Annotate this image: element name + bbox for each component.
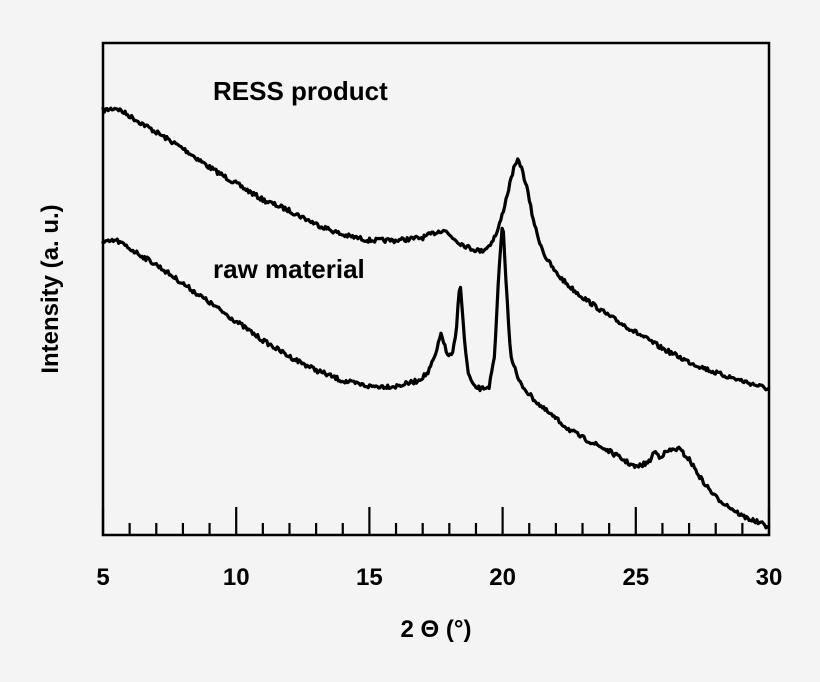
series-label-0: RESS product bbox=[213, 76, 388, 106]
series-labels: RESS product raw material bbox=[213, 76, 388, 284]
series-line-0 bbox=[101, 106, 771, 392]
series-label-1: raw material bbox=[213, 254, 365, 284]
x-tick-label: 15 bbox=[356, 564, 383, 591]
x-tick-labels: 5 10 15 20 25 30 bbox=[96, 564, 782, 591]
series-traces bbox=[101, 106, 771, 530]
series-line-1 bbox=[101, 226, 771, 530]
plot-frame bbox=[101, 41, 771, 537]
x-tick-label: 10 bbox=[223, 564, 250, 591]
x-axis-title: 2 Θ (°) bbox=[401, 616, 472, 643]
x-tick-label: 25 bbox=[622, 564, 649, 591]
x-ticks bbox=[101, 507, 771, 535]
x-tick-label: 20 bbox=[489, 564, 516, 591]
y-axis-title: Intensity (a. u.) bbox=[37, 204, 64, 373]
x-tick-label: 5 bbox=[96, 564, 109, 591]
x-tick-label: 30 bbox=[756, 564, 783, 591]
